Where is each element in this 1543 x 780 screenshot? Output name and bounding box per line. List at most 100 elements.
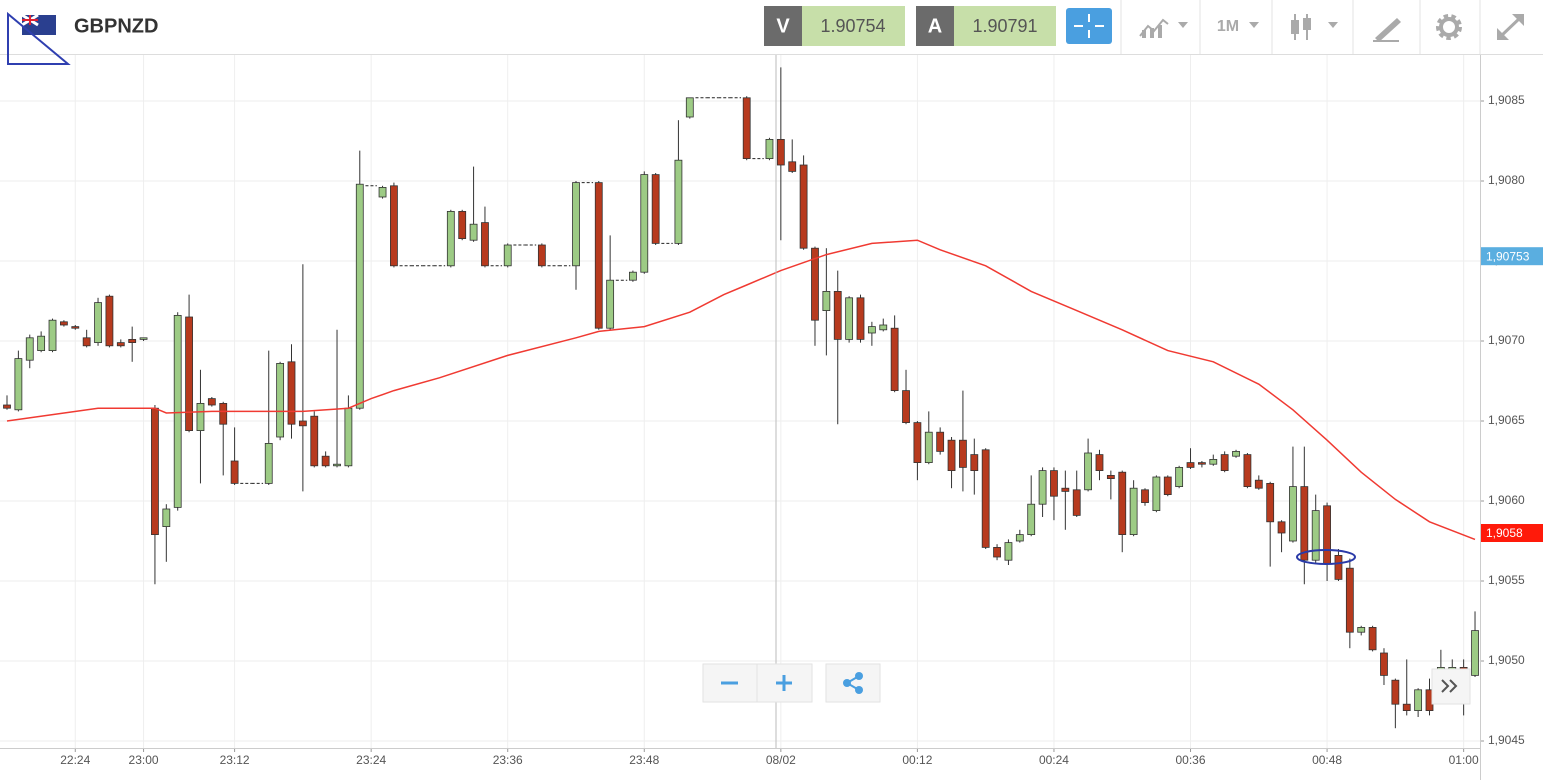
candle-body — [185, 316, 193, 431]
toolbar-separators — [1120, 0, 1481, 54]
timeframe-button[interactable]: 1M — [1217, 18, 1239, 35]
candle-body — [788, 161, 797, 172]
candle-type-button[interactable] — [1291, 14, 1338, 40]
zoom-out-button[interactable] — [702, 663, 758, 703]
candle-body — [981, 449, 990, 548]
candle-body — [1106, 474, 1115, 479]
candle-body — [890, 327, 899, 392]
candle-body — [173, 314, 182, 508]
candle-body — [310, 415, 319, 467]
moving-average-line — [6, 239, 1476, 541]
candle-body — [446, 210, 455, 267]
candle-body — [959, 439, 967, 468]
candle-body — [936, 431, 945, 452]
candle-body — [1414, 689, 1423, 711]
x-tick-label: 08/02 — [766, 753, 796, 767]
candle-body — [378, 186, 387, 198]
candle-body — [481, 222, 489, 267]
candle-body — [162, 508, 171, 528]
x-tick-label: 00:48 — [1312, 753, 1342, 767]
drawing-tools-button[interactable] — [1373, 18, 1401, 42]
candle-body — [822, 290, 831, 311]
bid-price[interactable]: 1.90754 — [820, 16, 885, 36]
fullscreen-button[interactable] — [1497, 14, 1524, 40]
ask-price[interactable]: 1.90791 — [972, 16, 1037, 36]
candle-body — [219, 402, 228, 425]
candle-body — [1357, 627, 1366, 633]
candle-body — [537, 244, 546, 267]
y-tick-label: 1,9065 — [1488, 413, 1525, 427]
price-marker — [1481, 247, 1543, 266]
x-tick-label: 00:36 — [1176, 753, 1206, 767]
candle-body — [1368, 627, 1377, 651]
candle-body — [1175, 466, 1184, 487]
candle-body — [1209, 458, 1218, 465]
candle-body — [3, 404, 11, 409]
candle-body — [60, 321, 68, 326]
candle-body — [116, 342, 125, 347]
candle-body — [1129, 487, 1138, 536]
plot-area: 1,9045 1,9050 1,9055 1,9060 1,9065 1,9070 1,90… — [0, 55, 1525, 780]
candle-body — [1061, 487, 1070, 492]
price-marker-label: 1,90753 — [1486, 249, 1530, 263]
candle-body — [572, 182, 580, 267]
candle-body — [344, 407, 353, 467]
candle-body — [1334, 555, 1343, 580]
candle-body — [1084, 452, 1092, 491]
candle-body — [1232, 450, 1240, 457]
candle-body — [640, 174, 649, 273]
candle-body — [71, 326, 80, 329]
candle-body — [879, 324, 888, 331]
scroll-to-end-button[interactable] — [1431, 668, 1471, 705]
candle-body — [1311, 510, 1320, 561]
candle-body — [993, 547, 1001, 558]
x-tick-label: 22:24 — [60, 753, 90, 767]
candle-body — [105, 295, 114, 347]
candle-body — [1015, 534, 1024, 542]
candle-body — [390, 185, 398, 267]
candle-body — [196, 402, 205, 431]
x-tick-label: 01:00 — [1449, 753, 1479, 767]
candle-body — [856, 297, 865, 340]
candle-body — [913, 422, 922, 464]
candle-body — [776, 138, 785, 166]
x-tick-label: 23:24 — [356, 753, 386, 767]
candle-body — [606, 279, 615, 329]
candle-body — [287, 361, 296, 425]
candle-body — [947, 439, 956, 472]
candle-body — [230, 460, 239, 484]
crosshair-button[interactable] — [1066, 8, 1112, 44]
candle-body — [629, 271, 637, 281]
bid-label: V — [776, 15, 790, 37]
zoom-in-button[interactable] — [756, 663, 813, 703]
candle-body — [321, 455, 330, 467]
candle-body — [355, 183, 364, 409]
y-tick-label: 1,9085 — [1488, 93, 1525, 107]
candle-body — [82, 337, 91, 347]
y-tick-label: 1,9045 — [1488, 733, 1525, 747]
settings-button[interactable] — [1436, 14, 1462, 40]
x-tick-label: 23:00 — [129, 753, 159, 767]
candle-body — [685, 97, 694, 118]
candle-body — [128, 338, 137, 343]
bid-tag — [764, 6, 802, 46]
candle-body — [37, 335, 46, 352]
price-marker-label: 1,9058 — [1486, 526, 1523, 540]
candle-body — [1220, 454, 1229, 472]
candle-body — [207, 398, 216, 406]
candle-body — [1004, 542, 1013, 561]
candle-body — [594, 182, 603, 329]
candle-body — [1072, 489, 1081, 516]
chart-type-button[interactable] — [1139, 18, 1188, 38]
share-button[interactable] — [825, 663, 881, 703]
candle-body — [298, 420, 307, 427]
candle-body — [1050, 470, 1058, 497]
candle-body — [1141, 489, 1149, 503]
candle-body — [1254, 479, 1263, 489]
candle-body — [1300, 486, 1309, 561]
ask-button[interactable] — [954, 6, 1056, 46]
candle-body — [458, 210, 467, 239]
bid-button[interactable] — [802, 6, 905, 46]
